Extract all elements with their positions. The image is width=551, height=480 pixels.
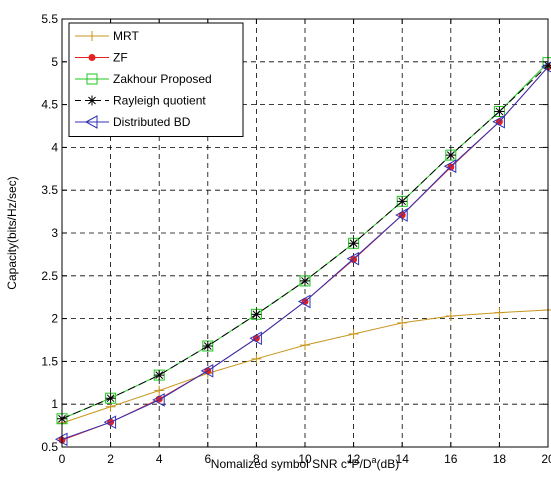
y-tick-label: 5.5 — [41, 12, 58, 26]
legend-item-rayleigh-quotient: Rayleigh quotient — [75, 94, 206, 108]
x-tick-label: 2 — [107, 452, 114, 466]
x-tick-label: 14 — [396, 452, 410, 466]
legend-marker-rayleigh-quotient — [87, 95, 97, 106]
legend-marker-mrt — [87, 31, 97, 41]
y-tick-label: 2 — [51, 312, 58, 326]
legend-label-zf: ZF — [113, 51, 128, 65]
data-point-mrt — [494, 307, 505, 318]
data-point-rayleigh-quotient — [348, 238, 359, 249]
y-tick-label: 1.5 — [41, 354, 58, 368]
x-tick-label: 18 — [493, 452, 507, 466]
legend-marker-zakhour-proposed — [86, 73, 98, 85]
x-tick-label: 10 — [298, 452, 312, 466]
legend-marker-distributed-bd — [84, 115, 98, 129]
data-point-mrt — [300, 340, 310, 351]
x-tick-label: 0 — [59, 452, 66, 466]
data-point-mrt — [445, 311, 456, 322]
legend-label-zakhour-proposed: Zakhour Proposed — [113, 72, 212, 86]
y-tick-label: 2.5 — [41, 269, 58, 283]
data-point-rayleigh-quotient — [397, 196, 408, 207]
x-tick-label: 8 — [253, 452, 260, 466]
data-point-mrt — [251, 353, 262, 364]
y-tick-label: 3 — [51, 226, 58, 240]
y-tick-label: 3.5 — [41, 183, 58, 197]
legend-item-zakhour-proposed: Zakhour Proposed — [75, 72, 212, 86]
data-point-distributed-bd — [103, 415, 117, 430]
data-point-distributed-bd — [249, 331, 262, 346]
y-tick-label: 1 — [51, 397, 58, 411]
legend-item-mrt: MRT — [75, 29, 139, 43]
data-point-distributed-bd — [346, 251, 360, 266]
series-layer — [54, 57, 551, 447]
y-tick-label: 4 — [51, 140, 58, 154]
data-point-rayleigh-quotient — [251, 309, 262, 320]
legend-label-mrt: MRT — [113, 29, 139, 43]
legend: MRT ZF Zakhour Proposed Rayleigh quotient Di… — [68, 22, 244, 137]
legend-marker-zf — [88, 54, 96, 61]
x-axis-label-suffix: (dB) — [377, 457, 400, 471]
data-point-rayleigh-quotient — [494, 106, 505, 117]
data-point-distributed-bd — [297, 294, 311, 309]
data-point-distributed-bd — [443, 159, 457, 174]
legend-label-distributed-bd: Distributed BD — [113, 115, 191, 129]
legend-box — [68, 22, 244, 137]
legend-item-zf: ZF — [75, 51, 128, 65]
series-line-distributed-bd — [61, 66, 549, 440]
data-point-rayleigh-quotient — [300, 275, 310, 286]
x-tick-label: 20 — [541, 452, 551, 466]
data-point-distributed-bd — [200, 363, 214, 378]
y-tick-label: 4.5 — [41, 98, 58, 112]
x-axis-label-main: Nomalized symbol SNR c*P/D — [211, 457, 372, 471]
data-point-mrt — [397, 317, 408, 328]
x-tick-label: 4 — [156, 452, 163, 466]
data-point-rayleigh-quotient — [154, 370, 165, 381]
y-tick-label: 0.5 — [41, 440, 58, 454]
data-point-distributed-bd — [492, 114, 505, 129]
y-tick-label: 5 — [51, 55, 58, 69]
legend-item-distributed-bd: Distributed BD — [75, 115, 191, 129]
y-axis-label: Capacity(bits/Hz/sec) — [5, 176, 19, 289]
legend-label-rayleigh-quotient: Rayleigh quotient — [113, 94, 206, 108]
data-point-mrt — [154, 385, 165, 396]
x-tick-label: 16 — [444, 452, 458, 466]
data-point-distributed-bd — [395, 208, 408, 222]
data-point-distributed-bd — [152, 393, 165, 407]
data-point-rayleigh-quotient — [445, 150, 456, 161]
data-point-mrt — [348, 329, 359, 340]
x-axis-label-superscript: a — [372, 455, 377, 465]
x-tick-label: 6 — [204, 452, 211, 466]
x-axis-label: Nomalized symbol SNR c*P/Da(dB) — [211, 455, 399, 471]
tick-layer: 0 2 4 6 8 10 12 14 16 18 20 0.5 1 1.5 2 2.5 3 3.5 4 4.5 5 5.5 — [41, 12, 551, 466]
x-tick-label: 12 — [347, 452, 361, 466]
data-point-rayleigh-quotient — [202, 340, 213, 351]
data-point-rayleigh-quotient — [105, 393, 116, 404]
